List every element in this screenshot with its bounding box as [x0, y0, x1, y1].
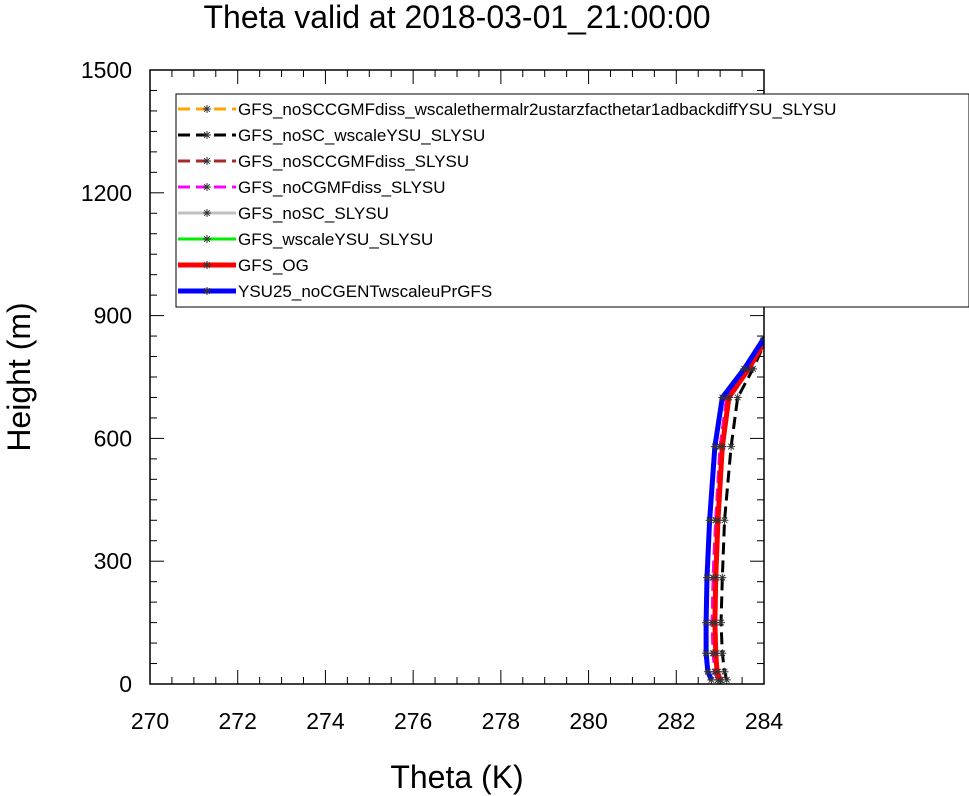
series-polyline	[703, 336, 764, 681]
legend-label: GFS_noSC_wscaleYSU_SLYSU	[238, 126, 485, 145]
data-point-marker	[727, 442, 736, 451]
y-axis-label: Height (m)	[1, 302, 37, 451]
y-tick-label: 600	[94, 425, 132, 451]
data-point-marker	[702, 573, 711, 582]
plot-area	[702, 334, 764, 684]
legend-marker	[203, 157, 211, 165]
legend-marker	[203, 261, 211, 269]
legend-marker	[203, 105, 211, 113]
data-point-marker	[710, 618, 719, 627]
x-tick-label: 282	[657, 708, 695, 734]
data-point-marker	[710, 442, 719, 451]
y-tick-labels: 0 300 600 900 1200 1500	[81, 57, 132, 697]
legend-label: GFS_noSCCGMFdiss_SLYSU	[238, 152, 469, 171]
series-polyline	[719, 343, 764, 681]
chart-title: Theta valid at 2018-03-01_21:00:00	[203, 0, 710, 35]
x-tick-label: 276	[394, 708, 432, 734]
data-point-marker	[718, 573, 727, 582]
data-point-marker	[718, 649, 727, 658]
x-tick-label: 280	[569, 708, 607, 734]
x-tick-label: 270	[131, 708, 169, 734]
data-point-marker	[716, 675, 725, 684]
data-point-marker	[713, 667, 722, 676]
data-point-marker	[702, 649, 711, 658]
legend-marker	[203, 183, 211, 191]
data-point-marker	[713, 516, 722, 525]
x-tick-label: 284	[745, 708, 784, 734]
data-point-marker	[720, 516, 729, 525]
legend: GFS_noSCCGMFdiss_wscalethermalr2ustarzfa…	[175, 93, 969, 308]
data-point-marker	[724, 393, 733, 402]
legend-marker	[203, 235, 211, 243]
data-point-marker	[703, 667, 712, 676]
y-tick-label: 900	[94, 303, 132, 329]
x-tick-labels: 270 272 274 276 278 280 282 284	[131, 708, 784, 734]
legend-label: GFS_noSC_SLYSU	[238, 204, 389, 223]
legend-label: GFS_wscaleYSU_SLYSU	[238, 230, 433, 249]
series-line	[710, 340, 764, 684]
x-tick-label: 278	[482, 708, 520, 734]
data-point-marker	[711, 573, 720, 582]
data-point-marker	[759, 340, 764, 349]
y-tick-label: 1200	[81, 180, 132, 206]
legend-label: YSU25_noCGENTwscaleuPrGFS	[238, 282, 492, 301]
legend-box	[175, 93, 969, 308]
data-point-marker	[720, 667, 729, 676]
data-point-marker	[740, 364, 749, 373]
x-tick-label: 272	[219, 708, 257, 734]
legend-marker	[203, 209, 211, 217]
series-line	[702, 334, 764, 684]
x-tick-label: 274	[306, 708, 345, 734]
legend-label: GFS_OG	[238, 256, 309, 275]
series-polyline	[712, 342, 764, 681]
y-tick-label: 300	[94, 548, 132, 574]
y-tick-label: 0	[119, 671, 132, 697]
data-point-marker	[722, 675, 731, 684]
legend-marker	[203, 287, 211, 295]
x-axis-label: Theta (K)	[390, 759, 523, 795]
legend-label: GFS_noSCCGMFdiss_wscalethermalr2ustarzfa…	[238, 100, 836, 119]
data-point-marker	[711, 649, 720, 658]
data-point-marker	[744, 364, 753, 373]
data-point-marker	[717, 618, 726, 627]
legend-marker	[203, 131, 211, 139]
data-point-marker	[718, 393, 727, 402]
data-point-marker	[749, 364, 758, 373]
legend-label: GFS_noCGMFdiss_SLYSU	[238, 178, 446, 197]
data-point-marker	[702, 618, 711, 627]
series-line	[717, 340, 764, 684]
data-point-marker	[718, 442, 727, 451]
plot-frame	[149, 69, 765, 685]
data-point-marker	[733, 393, 742, 402]
data-point-marker	[707, 675, 716, 684]
data-point-marker	[705, 516, 714, 525]
y-tick-label: 1500	[81, 57, 132, 83]
